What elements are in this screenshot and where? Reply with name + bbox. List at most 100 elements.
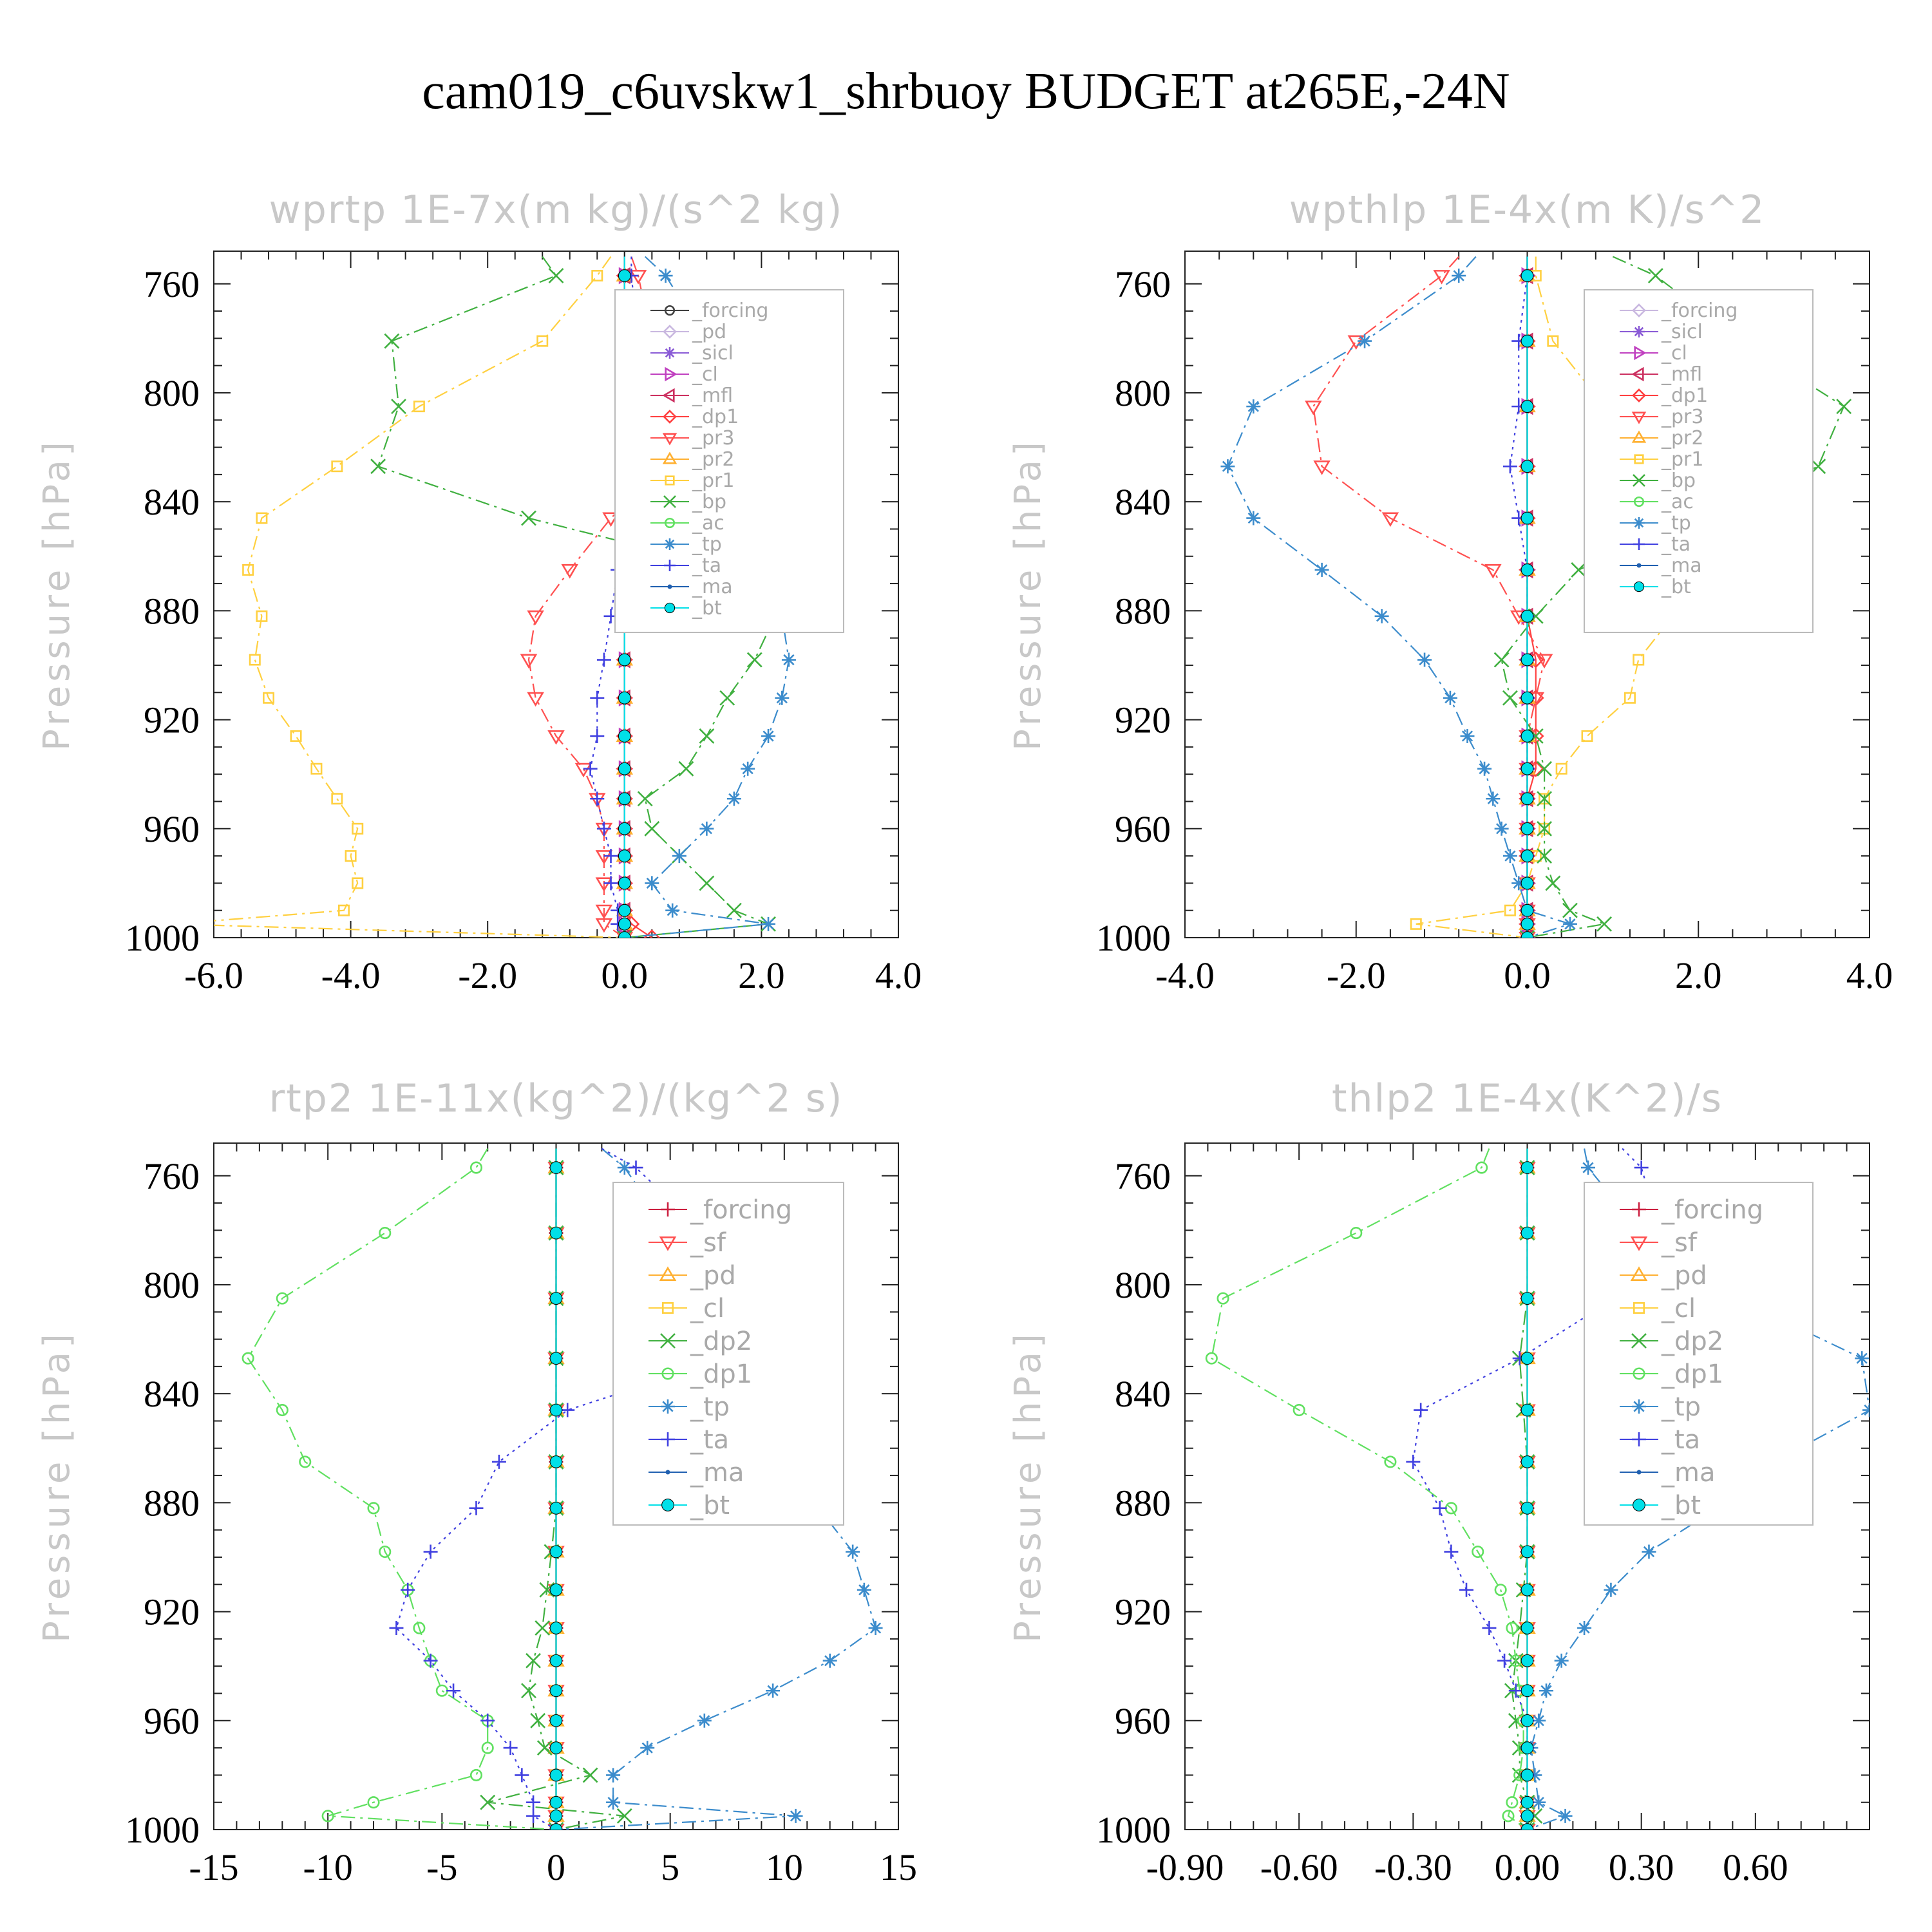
legend-marker xyxy=(1631,1333,1647,1349)
data-point xyxy=(1647,268,1663,283)
legend-label: _cl xyxy=(1661,342,1687,365)
data-point xyxy=(549,1545,563,1558)
data-point xyxy=(1205,1352,1218,1365)
x-tick-label: -6.0 xyxy=(184,954,243,996)
data-point xyxy=(1511,876,1526,891)
data-point xyxy=(618,762,631,775)
data-point xyxy=(1520,1714,1534,1727)
data-point xyxy=(1350,1227,1363,1240)
data-point xyxy=(1520,1501,1534,1515)
data-point xyxy=(644,820,660,837)
data-point xyxy=(1520,822,1534,835)
data-point xyxy=(1520,334,1534,348)
panel-4: thlp2 1E-4x(K^2)/s Pressure [hPa] 760 800 84… xyxy=(1007,1076,1870,1888)
data-point xyxy=(1384,1455,1397,1468)
panel-title: rtp2 1E-11x(kg^2)/(kg^2 s) xyxy=(269,1076,844,1121)
data-point xyxy=(618,653,631,667)
data-point xyxy=(1293,1404,1305,1417)
data-point xyxy=(290,730,302,742)
data-point xyxy=(1520,1545,1534,1558)
legend-label: _ta xyxy=(1661,1425,1700,1455)
data-point xyxy=(1414,1403,1428,1417)
series-line xyxy=(214,256,625,938)
y-axis-label: Pressure [hPa] xyxy=(36,438,78,751)
legend-marker xyxy=(1636,563,1642,568)
data-point xyxy=(481,1741,494,1754)
legend-marker xyxy=(662,451,677,464)
data-point xyxy=(310,762,323,775)
y-tick-label: 920 xyxy=(1115,699,1171,741)
data-point xyxy=(549,1501,563,1515)
legend-label: _forcing xyxy=(692,299,768,322)
plot-area xyxy=(242,1148,883,1830)
x-tick-label: -4.0 xyxy=(321,954,381,996)
legend-label: _bt xyxy=(690,1491,730,1520)
data-point xyxy=(1596,916,1613,932)
series-line xyxy=(247,1148,556,1830)
data-point xyxy=(1217,1292,1229,1305)
data-point xyxy=(370,459,386,475)
data-point xyxy=(618,730,631,743)
legend-marker xyxy=(1633,1499,1645,1511)
data-point xyxy=(788,1808,803,1823)
data-point xyxy=(699,875,715,891)
data-point xyxy=(1460,728,1475,743)
data-point xyxy=(595,850,613,865)
data-point xyxy=(249,654,261,666)
data-point xyxy=(1520,1741,1534,1754)
legend-item: _bt xyxy=(1620,1491,1701,1520)
data-point xyxy=(547,730,565,745)
legend-marker xyxy=(1631,430,1647,443)
y-tick-label: 920 xyxy=(1115,1591,1171,1633)
data-point xyxy=(352,877,364,889)
data-point xyxy=(1246,511,1261,526)
data-point xyxy=(603,849,618,864)
legend-marker xyxy=(664,560,676,571)
data-point xyxy=(263,692,275,704)
x-tick-label: -2.0 xyxy=(458,954,517,996)
panel-title: wpthlp 1E-4x(m K)/s^2 xyxy=(1289,187,1766,232)
legend-item: _ta xyxy=(1620,1425,1700,1455)
x-tick-label: 0.0 xyxy=(1504,954,1551,996)
data-point xyxy=(549,1795,563,1809)
data-point xyxy=(1580,1160,1595,1175)
data-point xyxy=(1410,918,1422,930)
legend-item: _ma xyxy=(1620,1458,1715,1488)
data-point xyxy=(1545,875,1561,891)
legend-marker xyxy=(663,495,676,508)
data-point xyxy=(775,690,790,705)
y-tick-label: 800 xyxy=(144,372,200,414)
legend-item: _ta xyxy=(650,554,721,577)
legend-label: _pr1 xyxy=(692,469,734,492)
data-point xyxy=(697,1713,712,1728)
legend-item: _sf xyxy=(1620,1228,1698,1258)
x-tick-label: 0 xyxy=(547,1846,565,1888)
data-point xyxy=(549,1292,563,1305)
legend-marker xyxy=(1632,303,1646,317)
data-point xyxy=(617,1160,632,1175)
data-point xyxy=(527,610,544,625)
legend-label: _pd xyxy=(690,1261,736,1291)
legend-label: _sf xyxy=(690,1228,726,1258)
data-point xyxy=(480,1713,495,1728)
data-point xyxy=(1452,269,1466,283)
data-point xyxy=(549,1714,563,1727)
data-point xyxy=(672,849,687,864)
legend-label: _bt xyxy=(692,597,722,620)
data-point xyxy=(726,902,742,918)
data-point xyxy=(719,690,735,706)
data-point xyxy=(1520,1292,1534,1305)
data-point xyxy=(1577,1620,1592,1635)
legend-label: _dp2 xyxy=(690,1327,752,1356)
data-point xyxy=(645,876,659,891)
legend-marker xyxy=(1632,1399,1646,1414)
data-point xyxy=(822,1653,837,1668)
x-tick-label: -0.90 xyxy=(1146,1846,1224,1888)
data-point xyxy=(561,564,579,579)
legend-marker xyxy=(662,1302,674,1314)
legend-marker xyxy=(664,602,676,614)
data-point xyxy=(595,918,613,933)
data-point xyxy=(629,270,647,285)
data-point xyxy=(256,610,268,622)
data-point xyxy=(1381,512,1399,527)
